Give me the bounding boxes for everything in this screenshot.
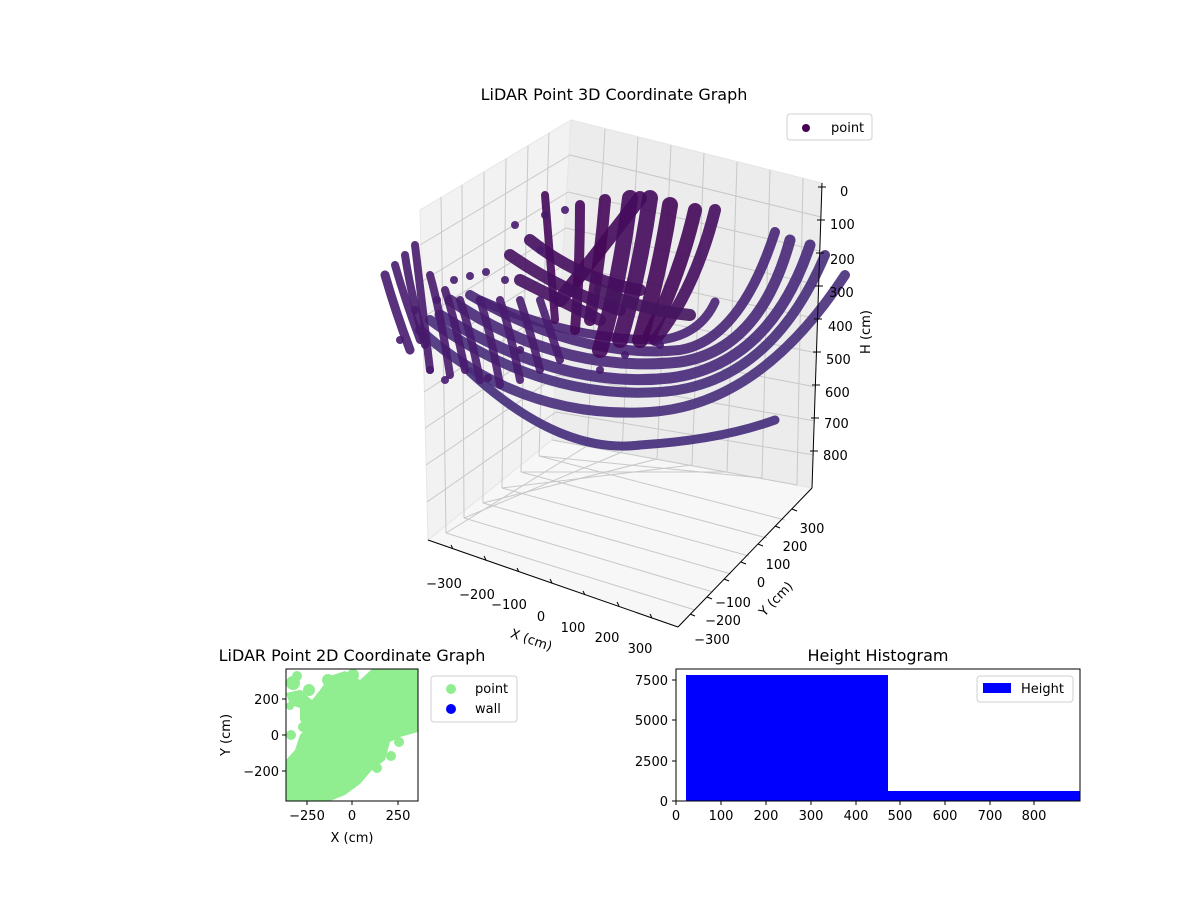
point-cloud-3d	[380, 190, 850, 451]
y-tick: 0	[757, 576, 765, 591]
y-tick: 300	[800, 522, 825, 537]
z-axis-label: H (cm)	[859, 310, 874, 354]
x-tick: 700	[978, 809, 1003, 824]
ticks-hist	[672, 679, 1035, 805]
legend-point-label: point	[831, 121, 864, 136]
ticks-2d	[282, 698, 399, 805]
x-tick: 300	[799, 809, 824, 824]
y-tick: 7500	[635, 674, 668, 689]
plot-3d-title: LiDAR Point 3D Coordinate Graph	[481, 85, 748, 104]
scatter-dots-3d	[396, 206, 664, 384]
y-tick: 200	[783, 540, 808, 555]
legend-point-marker-icon	[446, 684, 456, 694]
y-tick: 0	[271, 729, 279, 744]
y-tick: −100	[715, 596, 751, 611]
x-tick: −100	[491, 598, 527, 613]
y-tick: 100	[766, 558, 791, 573]
z-tick: 400	[828, 320, 853, 335]
y-tick: −200	[243, 765, 279, 780]
y-tick: −300	[694, 633, 730, 648]
x-tick: 200	[595, 631, 620, 646]
legend-point-marker-icon	[802, 124, 810, 132]
z-tick: 300	[829, 286, 854, 301]
x-tick: −250	[289, 809, 325, 824]
legend-histogram: Height	[976, 675, 1074, 703]
x-tick: 0	[348, 809, 356, 824]
y-tick: 5000	[635, 714, 668, 729]
z-tick: 0	[840, 185, 848, 200]
x-tick: 800	[1022, 809, 1047, 824]
x-axis-label: X (cm)	[508, 627, 554, 655]
z-tick: 700	[824, 417, 849, 432]
x-axis-label-2d: X (cm)	[331, 831, 374, 846]
y-tick: 200	[254, 693, 279, 708]
z-tick: 100	[830, 218, 855, 233]
x-tick: −200	[459, 588, 495, 603]
x-tick: −300	[426, 577, 462, 592]
point-cloud-2d	[286, 669, 418, 801]
plot-2d: LiDAR Point 2D Coordinate Graph	[219, 646, 518, 846]
y-axis-label-2d: Y (cm)	[219, 714, 234, 757]
x-tick: 400	[844, 809, 869, 824]
axes-3d	[427, 182, 826, 628]
y-tick: 0	[660, 795, 668, 810]
z-tick: 500	[826, 353, 851, 368]
legend-wall-marker-icon	[446, 704, 456, 714]
legend-height-swatch-icon	[983, 683, 1011, 693]
y-axis-line	[677, 487, 813, 628]
histogram: Height Histogram 0 100 200 300 400 500 6…	[635, 646, 1081, 824]
x-tick: 250	[386, 809, 411, 824]
z-tick: 800	[823, 449, 848, 464]
histogram-title: Height Histogram	[808, 646, 949, 665]
z-tick: 200	[830, 253, 855, 268]
x-tick: 200	[754, 809, 779, 824]
histogram-frame	[675, 668, 1081, 802]
z-axis-line	[811, 182, 823, 489]
legend-3d: point	[786, 113, 873, 141]
histogram-bar-1	[686, 675, 888, 801]
y-tick: −200	[705, 614, 741, 629]
plot-2d-title: LiDAR Point 2D Coordinate Graph	[219, 646, 486, 665]
legend-2d: point wall	[430, 675, 518, 723]
plot-3d: LiDAR Point 3D Coordinate Graph	[380, 85, 874, 657]
z-tick-labels: 0 100 200 300 400 500 600 700 800	[823, 185, 855, 464]
x-tick: 300	[628, 642, 653, 657]
x-tick: 600	[933, 809, 958, 824]
legend-wall-label: wall	[475, 702, 501, 717]
x-tick: 100	[561, 621, 586, 636]
z-tick: 600	[825, 386, 850, 401]
legend-height-label: Height	[1021, 682, 1064, 697]
y-tick-labels: −300 −200 −100 0 100 200 300	[694, 522, 824, 648]
histogram-bar-2	[888, 791, 1080, 801]
x-tick-labels: −300 −200 −100 0 100 200 300	[426, 577, 652, 657]
x-tick: 0	[672, 809, 680, 824]
y-tick: 2500	[635, 755, 668, 770]
x-tick: 500	[888, 809, 913, 824]
x-tick: 100	[709, 809, 734, 824]
x-axis-line	[427, 539, 679, 628]
legend-point-label: point	[475, 682, 508, 697]
x-tick: 0	[537, 610, 545, 625]
